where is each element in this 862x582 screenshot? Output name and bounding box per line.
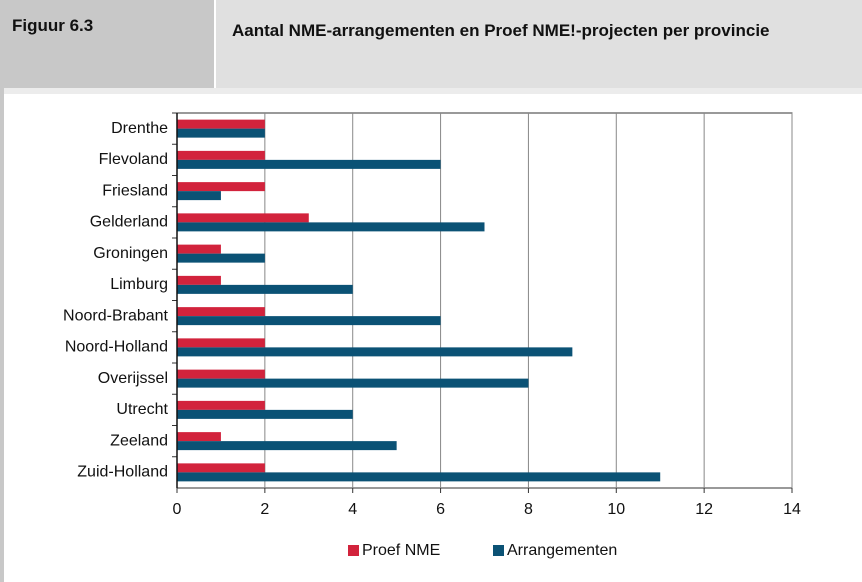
header-title-cell: Aantal NME-arrangementen en Proef NME!-p… <box>216 0 862 88</box>
y-tick-label: Gelderland <box>90 214 168 231</box>
x-tick-label: 14 <box>783 501 801 518</box>
legend-label: Proef NME <box>362 542 440 559</box>
legend-label: Arrangementen <box>507 542 617 559</box>
bar <box>177 347 573 357</box>
x-tick-label: 12 <box>695 501 713 518</box>
x-tick-label: 4 <box>348 501 357 518</box>
y-tick-label: Groningen <box>93 245 168 262</box>
bar <box>177 463 265 473</box>
bar <box>177 159 441 169</box>
x-tick-label: 2 <box>260 501 269 518</box>
x-tick-label: 10 <box>607 501 625 518</box>
y-tick-label: Zuid-Holland <box>77 464 168 481</box>
bar <box>177 472 661 482</box>
y-tick-label: Overijssel <box>98 370 168 387</box>
bar <box>177 432 221 442</box>
bar <box>177 284 353 294</box>
bar <box>177 213 309 223</box>
bar <box>177 400 265 410</box>
bar <box>177 128 265 138</box>
bar <box>177 409 353 419</box>
bar <box>177 150 265 160</box>
bar <box>177 275 221 285</box>
y-tick-label: Noord-Holland <box>65 339 168 356</box>
bar <box>177 441 397 451</box>
y-tick-label: Friesland <box>102 182 168 199</box>
bar <box>177 244 221 254</box>
bar <box>177 369 265 379</box>
y-tick-label: Noord-Brabant <box>63 307 169 324</box>
y-tick-label: Zeeland <box>110 432 168 449</box>
bar <box>177 253 265 263</box>
legend-swatch <box>493 545 504 556</box>
y-tick-label: Drenthe <box>111 120 168 137</box>
y-tick-label: Flevoland <box>99 151 168 168</box>
y-tick-label: Utrecht <box>116 401 168 418</box>
bar <box>177 191 221 201</box>
bar <box>177 378 529 388</box>
side-bar <box>0 88 4 582</box>
x-tick-label: 0 <box>173 501 182 518</box>
header-strip <box>0 88 862 94</box>
x-tick-label: 6 <box>436 501 445 518</box>
chart-title: Aantal NME-arrangementen en Proef NME!-p… <box>232 21 770 40</box>
figure-label: Figuur 6.3 <box>12 16 94 35</box>
bar <box>177 182 265 192</box>
bar <box>177 338 265 348</box>
bar <box>177 307 265 317</box>
header-label-cell: Figuur 6.3 <box>0 0 214 88</box>
plot-border <box>176 112 793 489</box>
bar <box>177 316 441 326</box>
bar <box>177 222 485 232</box>
bar <box>177 119 265 129</box>
x-tick-label: 8 <box>524 501 533 518</box>
legend-swatch <box>348 545 359 556</box>
y-tick-label: Limburg <box>110 276 168 293</box>
